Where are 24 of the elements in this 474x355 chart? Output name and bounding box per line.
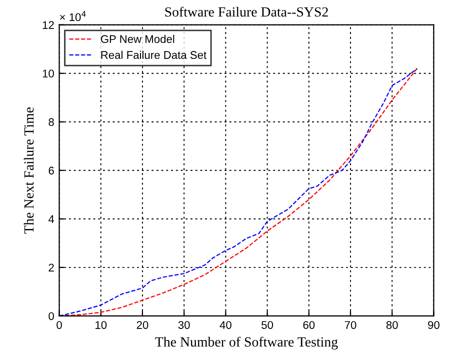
x-tick-label: 70 [344,321,356,329]
x-tick-label: 10 [96,321,107,329]
x-tick-label: 90 [428,321,440,329]
y-tick-label: 8 [48,118,54,126]
legend-label: GP New Model [100,34,174,44]
y-tick-label: 2 [48,264,54,272]
x-tick-label: 80 [386,321,398,329]
legend-label: Real Failure Data Set [101,50,206,59]
text: × 10$^{4}$ [60,11,86,22]
y-tick-label: 4 [48,215,54,223]
y-axis-title: The Next Failure Time [24,107,34,234]
chart-title: Software Failure Data--SYS2 [165,6,328,17]
x-tick-label: 60 [303,321,315,329]
x-tick-label: 50 [262,321,274,329]
y-tick-label: 6 [48,166,54,175]
x-tick-label: 30 [178,321,190,329]
y-tick-label: 0 [48,312,54,320]
y-tick-label: 12 [42,21,54,29]
x-tick-label: 0 [56,321,62,329]
x-tick-label: 40 [220,321,232,329]
y-tick-label: 10 [42,70,54,78]
x-axis-title: The Number of Software Testing [155,336,338,350]
x-tick-label: 20 [136,321,148,329]
line-series [59,68,418,316]
